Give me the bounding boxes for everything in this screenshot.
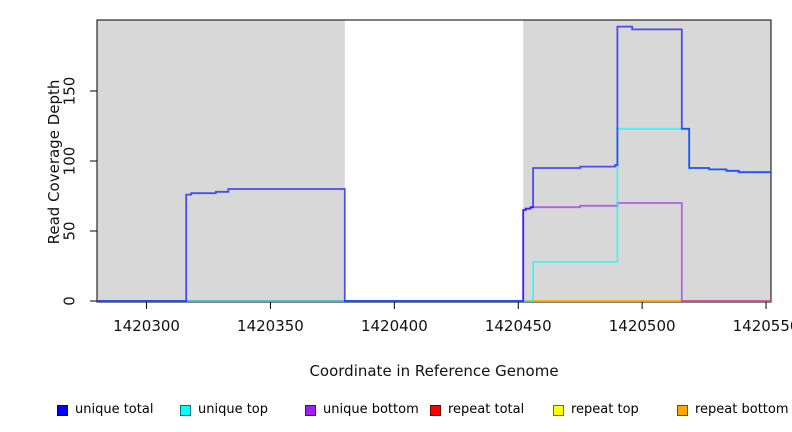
shaded-region — [523, 20, 771, 302]
legend-swatch-repeat-total — [430, 405, 441, 416]
legend-swatch-unique-top — [180, 405, 191, 416]
legend-swatch-unique-bottom — [305, 405, 316, 416]
y-tick-label: 50 — [61, 221, 79, 240]
x-tick-label: 1420300 — [113, 317, 180, 335]
legend-label: repeat bottom — [695, 402, 789, 417]
shaded-region — [97, 20, 345, 302]
legend-swatch-repeat-top — [553, 405, 564, 416]
legend: unique total unique top unique bottom repea… — [0, 400, 792, 426]
x-tick-label: 1420450 — [485, 317, 552, 335]
y-tick-label: 150 — [61, 77, 79, 106]
x-axis-title: Coordinate in Reference Genome — [309, 362, 559, 380]
legend-label: repeat total — [448, 402, 525, 417]
x-tick-label: 1420350 — [237, 317, 304, 335]
y-axis-title: Read Coverage Depth — [45, 79, 63, 245]
legend-label: unique top — [198, 402, 269, 417]
x-tick-label: 1420500 — [609, 317, 676, 335]
x-tick-label: 1420400 — [361, 317, 428, 335]
legend-label: unique bottom — [323, 402, 419, 417]
legend-swatch-unique-total — [57, 405, 68, 416]
y-tick-label: 100 — [61, 147, 79, 176]
legend-label: repeat top — [571, 402, 639, 417]
y-tick-label: 0 — [61, 296, 79, 306]
series-line-unique-total — [97, 25, 771, 302]
legend-label: unique total — [75, 402, 154, 417]
legend-swatch-repeat-bottom — [677, 405, 688, 416]
